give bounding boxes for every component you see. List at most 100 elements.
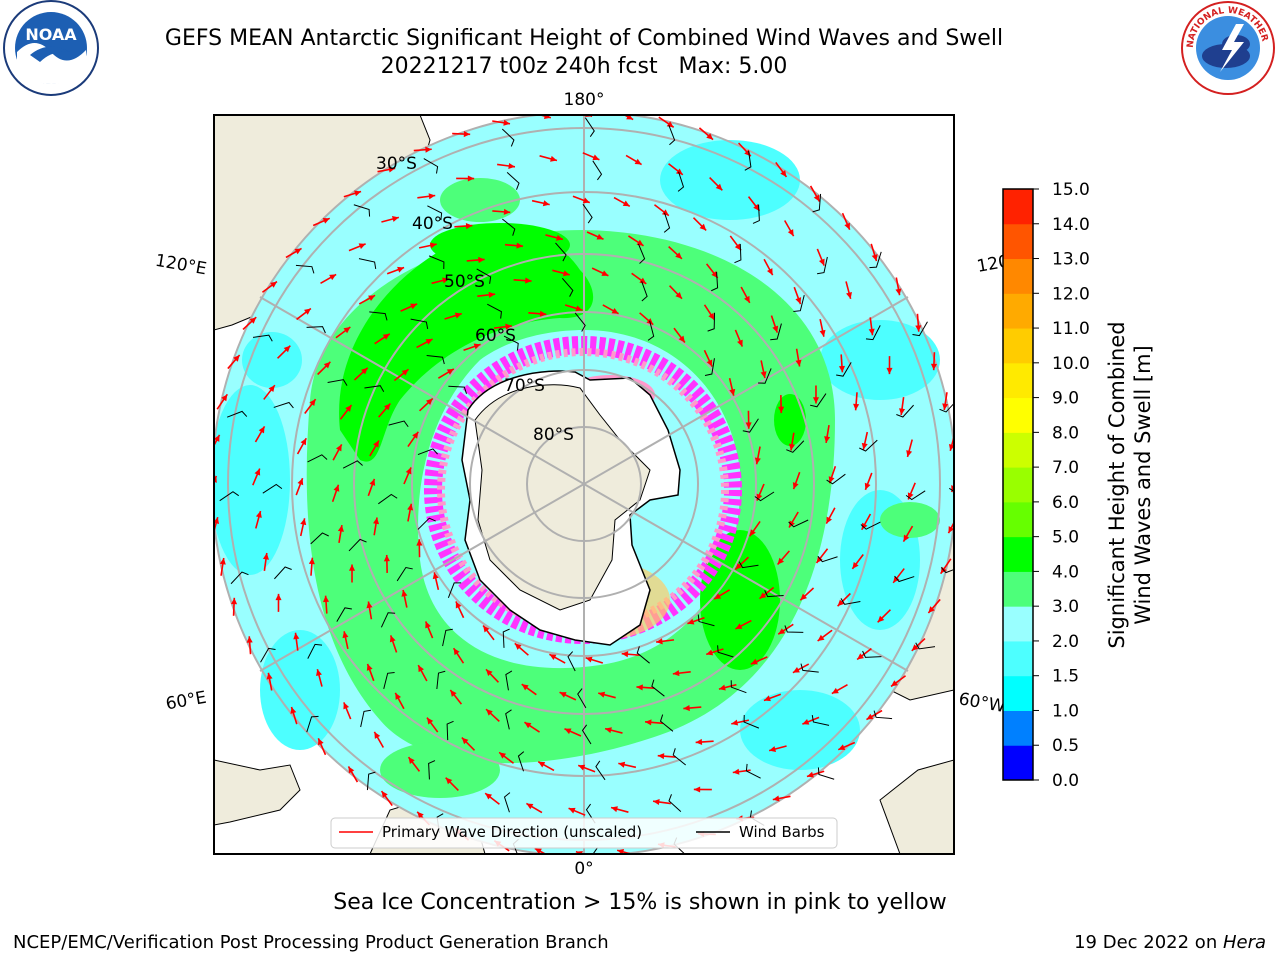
wind-barb — [812, 193, 822, 213]
wave-arrowhead — [293, 632, 300, 640]
wind-barb — [744, 150, 752, 171]
wave-arrowhead — [734, 243, 742, 251]
colorbar-tick-label: 6.0 — [1052, 493, 1079, 513]
wind-barb — [860, 521, 881, 530]
colorbar-swatch — [1003, 571, 1033, 607]
wind-barb — [295, 264, 315, 274]
wind-barb — [336, 607, 352, 622]
map-frame — [213, 114, 955, 855]
colorbar-tick-label: 0.5 — [1052, 736, 1079, 756]
wave-arrowhead — [389, 635, 396, 643]
wave-arrowhead — [819, 329, 826, 337]
lon-label-180: 180° — [564, 90, 605, 110]
wave-arrowhead — [611, 806, 618, 813]
wave-arrowhead — [777, 557, 785, 565]
colorbar-tick-label: 4.0 — [1052, 562, 1079, 582]
colorbar-swatch — [1003, 223, 1033, 260]
wave-arrowhead — [795, 297, 802, 305]
legend-barb-label: Wind Barbs — [739, 823, 825, 841]
wave-band-4-5m-b — [430, 223, 570, 267]
wave-arrowhead — [824, 436, 831, 443]
wave-arrowhead — [895, 288, 902, 296]
wave-arrowhead — [853, 403, 860, 411]
wave-arrowhead — [354, 190, 362, 197]
wave-arrowhead — [308, 557, 315, 565]
wind-barb — [517, 751, 525, 772]
wave-arrowhead — [618, 761, 626, 768]
wave-arrowhead — [585, 656, 593, 663]
wave-arrowhead — [503, 119, 511, 126]
colorbar-swatch — [1003, 293, 1033, 329]
wave-arrowhead — [575, 305, 583, 312]
lon-label-0: 0° — [574, 859, 593, 879]
wave-arrowhead — [322, 218, 330, 224]
wave-arrowhead — [708, 312, 715, 320]
wave-arrowhead — [622, 200, 630, 207]
wave-arrowhead — [780, 170, 787, 177]
wave-arrowhead — [806, 771, 814, 778]
wave-arrowhead — [368, 295, 376, 302]
wave-arrowhead — [534, 848, 542, 854]
graticule — [214, 115, 954, 854]
wind-barb — [358, 258, 377, 269]
wave-arrowhead — [788, 443, 795, 451]
wave-arrowhead — [337, 525, 344, 532]
wave-arrowhead — [737, 339, 743, 347]
wind-barb — [505, 709, 512, 730]
wave-arrowhead — [792, 666, 800, 673]
wave-arrowhead — [454, 312, 462, 319]
colorbar-swatch — [1003, 189, 1033, 225]
wave-arrowhead — [706, 649, 714, 656]
wind-barb — [219, 491, 239, 502]
wind-barb — [873, 710, 893, 720]
wind-barb — [383, 671, 395, 689]
wind-barb — [770, 323, 782, 341]
lat-label-30s: 30°S — [376, 154, 417, 174]
wind-barb — [697, 614, 715, 627]
wave-arrowhead — [769, 746, 777, 752]
wind-barb — [752, 204, 760, 224]
wave-arrowhead — [428, 193, 436, 200]
wave-arrowhead — [675, 292, 682, 299]
wave-arrowhead — [322, 595, 330, 603]
wave-arrowhead — [817, 634, 825, 642]
wave-arrowhead — [906, 450, 913, 457]
wave-arrowhead — [864, 482, 871, 490]
wind-barb — [380, 612, 396, 628]
wind-barb — [592, 160, 603, 181]
wind-barb — [811, 715, 830, 726]
wave-arrowhead — [382, 333, 390, 340]
wave-arrowhead — [425, 621, 431, 629]
wave-arrowhead — [559, 692, 567, 698]
wave-arrowhead — [605, 727, 612, 734]
colorbar-swatch — [1003, 362, 1033, 399]
wind-barb — [427, 205, 443, 221]
wave-arrowhead — [383, 403, 391, 411]
wind-barb — [327, 379, 348, 386]
wind-barb — [949, 487, 954, 493]
wave-arrowhead — [846, 291, 852, 299]
wave-arrowhead — [818, 258, 825, 266]
wind-barb — [230, 571, 249, 585]
wind-barb — [659, 714, 674, 732]
wave-arrowhead — [521, 684, 529, 691]
wave-arrowhead — [445, 777, 453, 785]
colorbar-tick-label: 12.0 — [1052, 284, 1090, 304]
wind-barb — [862, 650, 882, 658]
wave-arrowhead — [787, 229, 794, 237]
wave-band-3-4m — [306, 230, 836, 764]
wave-arrowhead — [886, 367, 893, 375]
wave-arrowhead — [837, 599, 845, 607]
wind-barb — [307, 643, 323, 659]
wave-arrowhead — [735, 562, 742, 570]
wind-barb — [800, 663, 819, 673]
wave-arrowhead — [416, 539, 423, 546]
wind-barb — [442, 628, 453, 647]
wave-arrowhead — [304, 308, 311, 315]
wave-arrowhead — [309, 399, 316, 407]
wind-barb — [764, 590, 784, 598]
wind-barb — [940, 567, 954, 574]
wave-arrowhead — [268, 385, 275, 393]
colorbar-swatch — [1003, 397, 1033, 433]
wave-arrowhead — [948, 526, 954, 534]
